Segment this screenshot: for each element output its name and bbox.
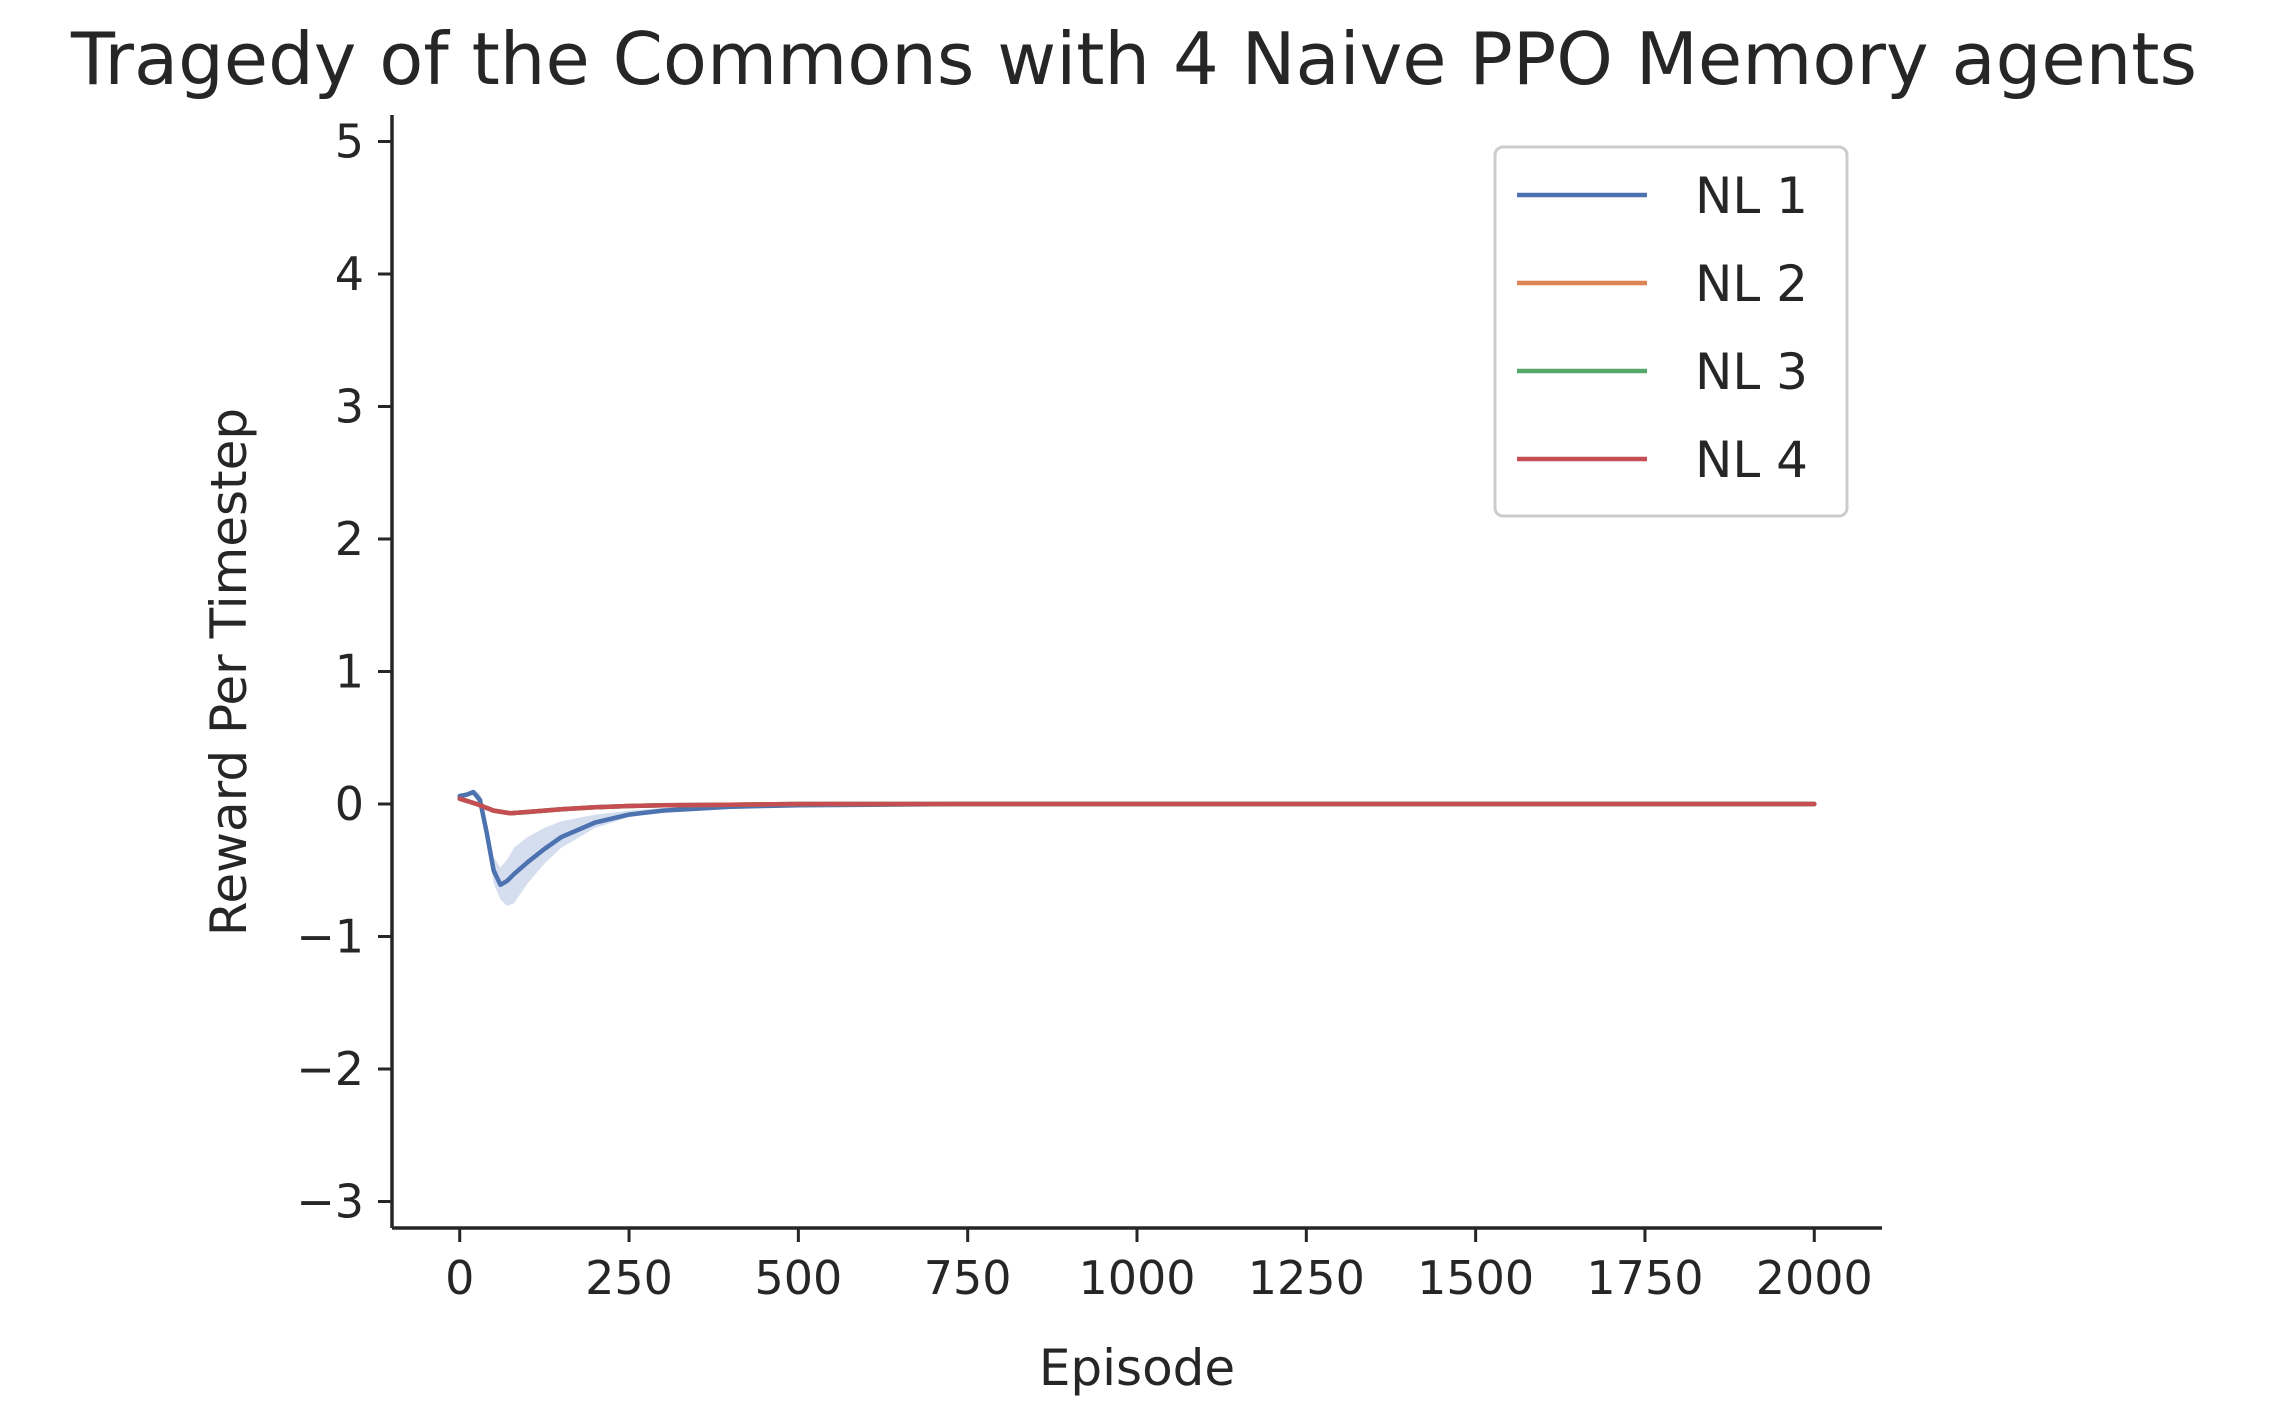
x-tick-label: 2000 — [1756, 1251, 1873, 1305]
y-axis-title: Reward Per Timestep — [200, 408, 258, 936]
chart-title: Tragedy of the Commons with 4 Naive PPO … — [70, 17, 2197, 101]
x-tick-label: 0 — [445, 1251, 474, 1305]
series-line-4 — [457, 796, 1817, 816]
x-tick-label: 750 — [924, 1251, 1012, 1305]
x-tick-label: 1500 — [1417, 1251, 1534, 1305]
x-tick-label: 500 — [754, 1251, 842, 1305]
y-tick-label: −1 — [296, 910, 364, 964]
x-tick-label: 1000 — [1078, 1251, 1195, 1305]
x-tick-label: 250 — [585, 1251, 673, 1305]
y-tick-label: 5 — [335, 115, 364, 169]
legend-label-2: NL 2 — [1695, 255, 1808, 313]
y-tick-label: 3 — [335, 380, 364, 434]
x-ticks: 0 250 500 750 1000 1250 1500 1750 2000 — [445, 1228, 1873, 1305]
x-axis-title: Episode — [1039, 1339, 1235, 1397]
legend-label-3: NL 3 — [1695, 343, 1808, 401]
y-tick-label: −3 — [296, 1175, 364, 1229]
legend-label-4: NL 4 — [1695, 431, 1808, 489]
legend: NL 1 NL 2 NL 3 NL 4 — [1493, 145, 1849, 518]
y-ticks: −3 −2 −1 0 1 2 3 4 5 — [296, 115, 392, 1229]
y-tick-label: 2 — [335, 512, 364, 566]
y-tick-label: 4 — [335, 247, 364, 301]
x-tick-label: 1250 — [1248, 1251, 1365, 1305]
legend-frame — [1493, 145, 1849, 518]
x-tick-label: 1750 — [1586, 1251, 1703, 1305]
series-lines — [457, 789, 1817, 888]
legend-label-1: NL 1 — [1695, 167, 1808, 225]
y-tick-label: 0 — [335, 777, 364, 831]
y-tick-label: 1 — [335, 645, 364, 699]
y-tick-label: −2 — [296, 1042, 364, 1096]
